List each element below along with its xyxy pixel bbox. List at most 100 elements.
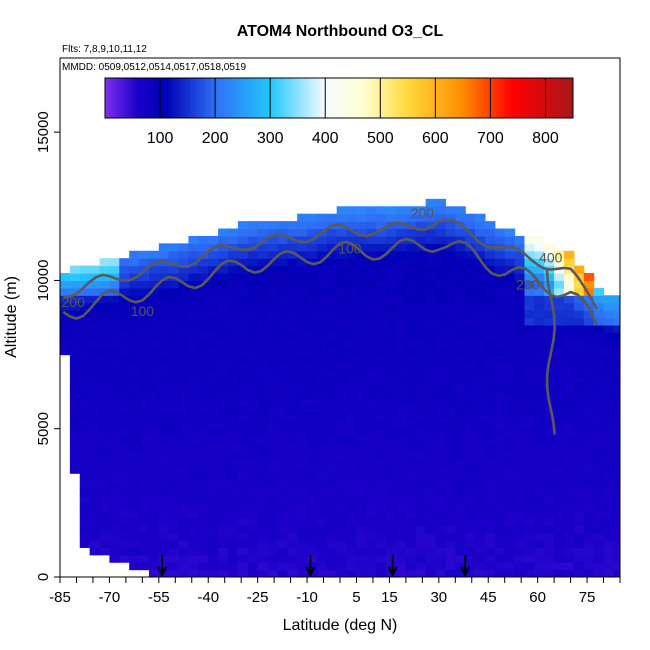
heatmap-cell xyxy=(208,295,219,304)
heatmap-cell xyxy=(79,399,91,408)
heatmap-cell xyxy=(346,480,358,489)
heatmap-cell xyxy=(514,399,526,408)
heatmap-cell xyxy=(277,554,288,563)
heatmap-cell xyxy=(593,391,605,400)
heatmap-cell xyxy=(534,250,545,259)
heatmap-cell xyxy=(396,243,407,252)
heatmap-cell xyxy=(356,562,367,571)
heatmap-cell xyxy=(267,450,279,459)
heatmap-cell xyxy=(366,473,377,482)
heatmap-cell xyxy=(228,310,239,319)
heatmap-cell xyxy=(79,532,91,541)
heatmap-cell xyxy=(475,273,486,282)
x-axis: -85 -70 -55 -40 -25 -10 5 15 30 45 60 75 xyxy=(49,577,621,606)
heatmap-cell xyxy=(89,510,101,519)
heatmap-cell xyxy=(554,339,565,348)
heatmap-cell xyxy=(326,428,338,437)
heatmap-cell xyxy=(257,324,269,333)
heatmap-cell xyxy=(554,569,565,577)
heatmap-cell xyxy=(415,413,427,422)
heatmap-cell xyxy=(583,569,595,577)
heatmap-cell xyxy=(287,339,298,348)
heatmap-cell xyxy=(484,413,496,422)
heatmap-cell xyxy=(435,221,447,230)
heatmap-cell xyxy=(208,450,219,459)
heatmap-cell xyxy=(237,450,249,459)
heatmap-cell xyxy=(504,547,516,556)
heatmap-cell xyxy=(415,421,427,430)
heatmap-cell xyxy=(564,369,575,378)
heatmap-cell xyxy=(504,421,516,430)
heatmap-cell xyxy=(356,539,367,548)
heatmap-cell xyxy=(218,347,229,356)
heatmap-cell xyxy=(267,317,279,326)
heatmap-cell xyxy=(69,436,81,445)
heatmap-cell xyxy=(168,324,180,333)
heatmap-cell xyxy=(366,569,377,577)
heatmap-cell xyxy=(534,384,545,393)
colorbar-swatch xyxy=(289,78,293,118)
colorbar-swatch xyxy=(427,78,431,118)
heatmap-cell xyxy=(573,421,585,430)
colorbar-swatch xyxy=(391,78,395,118)
heatmap-cell xyxy=(316,450,328,459)
heatmap-cell xyxy=(129,443,140,452)
heatmap-cell xyxy=(465,547,476,556)
heatmap-cell xyxy=(287,569,298,577)
heatmap-cell xyxy=(336,243,348,252)
heatmap-cell xyxy=(208,473,219,482)
heatmap-cell xyxy=(455,250,466,259)
heatmap-cell xyxy=(218,406,229,415)
heatmap-cell xyxy=(445,302,456,311)
heatmap-cell xyxy=(435,547,447,556)
heatmap-cell xyxy=(544,450,555,459)
heatmap-cell xyxy=(237,258,249,267)
heatmap-cell xyxy=(158,361,170,370)
heatmap-cell xyxy=(188,280,199,289)
heatmap-cell xyxy=(316,502,328,511)
heatmap-cell xyxy=(494,250,506,259)
heatmap-cell xyxy=(484,562,496,571)
heatmap-cell xyxy=(484,354,496,363)
heatmap-cell xyxy=(583,391,595,400)
heatmap-cell xyxy=(79,473,91,482)
heatmap-cell xyxy=(583,421,595,430)
heatmap-cell xyxy=(376,265,387,274)
heatmap-cell xyxy=(455,495,466,504)
heatmap-cell xyxy=(544,532,555,541)
heatmap-cell xyxy=(376,488,387,497)
heatmap-cell xyxy=(514,525,526,534)
heatmap-cell xyxy=(484,517,496,526)
heatmap-cell xyxy=(69,287,81,296)
heatmap-cell xyxy=(524,399,535,408)
heatmap-cell xyxy=(228,354,239,363)
heatmap-cell xyxy=(435,265,447,274)
heatmap-cell xyxy=(613,332,620,341)
heatmap-cell xyxy=(415,339,427,348)
heatmap-cell xyxy=(148,554,160,563)
heatmap-cell xyxy=(415,317,427,326)
heatmap-cell xyxy=(544,310,555,319)
heatmap-cell xyxy=(514,339,526,348)
heatmap-cell xyxy=(603,532,615,541)
heatmap-cell xyxy=(257,443,269,452)
heatmap-cell xyxy=(603,339,615,348)
heatmap-cell xyxy=(514,465,526,474)
heatmap-cell xyxy=(465,517,476,526)
heatmap-cell xyxy=(593,376,605,385)
heatmap-cell xyxy=(267,347,279,356)
heatmap-cell xyxy=(366,250,377,259)
colorbar-swatch xyxy=(553,78,557,118)
heatmap-cell xyxy=(445,399,456,408)
heatmap-cell xyxy=(336,406,348,415)
heatmap-cell xyxy=(79,339,91,348)
heatmap-cell xyxy=(386,436,397,445)
heatmap-cell xyxy=(158,488,170,497)
colorbar-swatch xyxy=(311,78,315,118)
heatmap-cell xyxy=(514,354,526,363)
heatmap-cell xyxy=(237,562,249,571)
heatmap-cell xyxy=(564,406,575,415)
heatmap-cell xyxy=(188,406,199,415)
colorbar-swatch xyxy=(330,78,334,118)
heatmap-cell xyxy=(129,399,140,408)
